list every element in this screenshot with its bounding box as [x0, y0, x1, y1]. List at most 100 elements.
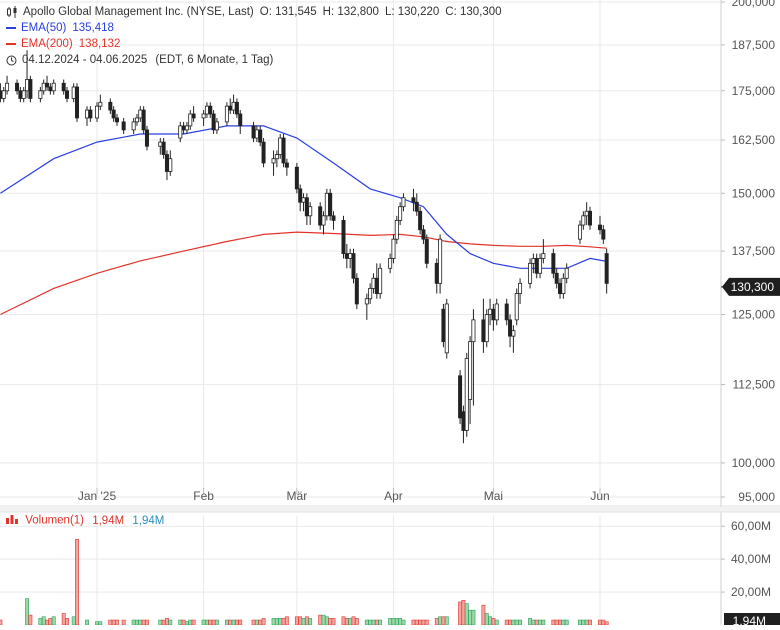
- candle-body: [494, 303, 499, 321]
- candle-body: [601, 229, 606, 240]
- volume-bar: [274, 618, 279, 626]
- candle-body: [201, 113, 206, 119]
- volume-bar: [308, 618, 313, 626]
- volume-bar: [391, 618, 396, 626]
- volume-bar: [108, 619, 113, 626]
- volume-bar: [225, 619, 229, 626]
- candle-body: [98, 101, 103, 107]
- candle-body: [298, 188, 303, 203]
- candle-body: [85, 109, 90, 119]
- candle-body: [391, 238, 396, 259]
- volume-bar: [481, 604, 486, 626]
- candle-body: [121, 121, 126, 131]
- candle-body: [88, 109, 93, 119]
- volume-bar: [165, 618, 169, 626]
- volume-bar: [75, 539, 79, 626]
- candle-body: [411, 197, 416, 203]
- candle-body: [481, 319, 486, 343]
- volume-bar: [518, 619, 522, 626]
- volume-bar: [534, 619, 539, 626]
- volume-value-up: 1,94M: [132, 514, 165, 527]
- candle-body: [28, 79, 33, 99]
- candle-body: [321, 215, 326, 226]
- candle-body: [584, 210, 589, 217]
- volume-bar: [378, 619, 383, 626]
- volume-bar: [85, 619, 89, 626]
- ema50-value: 135,418: [72, 22, 114, 34]
- volume-bar: [261, 618, 266, 626]
- candle-body: [5, 82, 10, 92]
- ohlc-open: O: 131,545: [259, 6, 317, 18]
- candle-body: [131, 121, 136, 131]
- candle-body: [468, 341, 473, 400]
- price-tick-label: 200,000: [732, 0, 776, 9]
- price-tick-label: 150,000: [732, 186, 776, 200]
- volume-bar: [418, 619, 423, 626]
- candle-body: [371, 277, 376, 289]
- volume-label: Volumen(1): [25, 514, 85, 527]
- candle-body: [514, 293, 519, 321]
- volume-bar: [438, 616, 443, 626]
- volume-bar: [538, 619, 542, 626]
- volume-bar: [61, 613, 66, 626]
- volume-bar: [584, 619, 589, 626]
- price-tick-label: 187,500: [732, 38, 776, 52]
- volume-bar: [461, 600, 466, 626]
- volume-bar: [28, 614, 33, 626]
- volume-bar: [328, 618, 333, 626]
- volume-bar: [324, 616, 329, 626]
- volume-bar: [161, 619, 166, 626]
- volume-bar: [394, 618, 399, 626]
- candle-body: [368, 288, 373, 300]
- candle-body: [25, 79, 30, 92]
- volume-bar: [145, 619, 149, 626]
- volume-bar: [321, 614, 326, 626]
- volume-bar: [564, 619, 569, 626]
- volume-bar: [468, 609, 472, 626]
- time-tick-label: Apr: [384, 489, 403, 503]
- volume-bar: [494, 619, 499, 626]
- candle-body: [261, 141, 266, 164]
- volume-bar: [434, 618, 439, 626]
- candle-body: [561, 277, 566, 294]
- candle-body: [134, 117, 139, 123]
- volume-bar: [284, 616, 289, 626]
- candle-body: [518, 282, 523, 294]
- candle-body: [598, 224, 603, 231]
- legend-ema200-row[interactable]: EMA(200) 138,132: [6, 36, 502, 52]
- legend-period-row: 04.12.2024 - 04.06.2025 (EDT, 6 Monate, …: [6, 52, 502, 68]
- candle-body: [581, 215, 586, 226]
- volume-bar: [138, 619, 143, 626]
- candle-body: [588, 210, 593, 226]
- candle-body: [308, 206, 313, 217]
- price-tick-label: 175,000: [732, 84, 776, 98]
- time-tick-label: Jan '25: [78, 489, 117, 503]
- volume-bar: [578, 619, 582, 626]
- candle-body: [75, 86, 80, 119]
- period-range: 04.12.2024 - 04.06.2025: [22, 54, 148, 66]
- candle-body: [234, 101, 239, 115]
- candle-body: [491, 308, 496, 321]
- volume-bar: [398, 618, 403, 626]
- volume-bar: [421, 619, 426, 626]
- price-tick-label: 95,000: [738, 490, 775, 504]
- candle-body: [158, 141, 163, 147]
- volume-bar: [424, 619, 429, 626]
- volume-bar: [344, 618, 349, 626]
- pane-divider: [0, 507, 780, 512]
- price-tick-label: 162,500: [732, 133, 776, 147]
- candle-body: [48, 86, 53, 92]
- candle-body: [511, 330, 516, 337]
- candle-body: [441, 308, 446, 343]
- candle-body: [45, 82, 50, 88]
- candle-body: [354, 277, 359, 305]
- last-price-label: 130,300: [731, 280, 775, 294]
- price-tick-label: 137,500: [732, 244, 776, 258]
- candle-body: [65, 90, 70, 99]
- volume-bar: [511, 619, 516, 626]
- legend-ema50-row[interactable]: EMA(50) 135,418: [6, 20, 502, 36]
- volume-bar: [131, 619, 136, 626]
- candle-body: [188, 113, 193, 127]
- volume-bar: [294, 616, 299, 626]
